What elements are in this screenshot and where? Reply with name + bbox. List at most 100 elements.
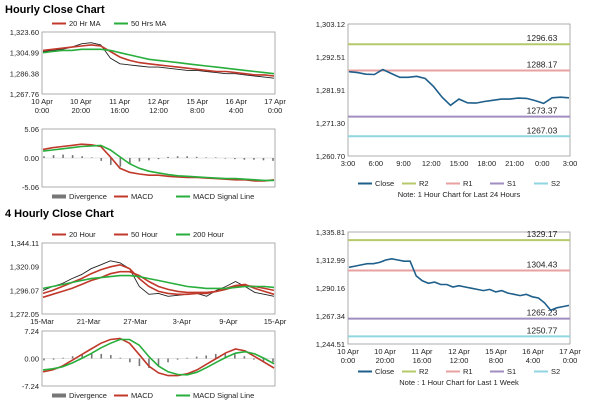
hourly-price-x-tick-label: 15 Apr 8:00: [186, 97, 208, 115]
hourly-macd-series-macd-signal-line: [42, 144, 274, 182]
hourly-levels-x-tick-label: 3:00: [563, 159, 578, 168]
hourly-price-y-tick-label: 1,323.60: [10, 28, 39, 37]
hourly-macd-divergence-bar: [205, 157, 208, 158]
four-hourly-levels-x-tick-label: 15 Apr 8:00: [485, 347, 507, 365]
four-hourly-levels-x-tick-label: 10 Apr 20:00: [374, 347, 396, 365]
four-hourly-macd-divergence-bar: [253, 358, 255, 360]
four-hourly-levels-x-tick-label: 11 Apr 16:00: [411, 347, 433, 365]
hourly-section-title: Hourly Close Chart: [5, 4, 105, 16]
hourly-price-y-tick-label: 1,267.76: [10, 90, 39, 99]
hourly-levels-x-tick-label: 0:00: [535, 159, 550, 168]
hourly-macd-divergence-bar: [100, 158, 103, 161]
four-hourly-price-x-tick-label: 9-Apr: [219, 317, 238, 326]
four-hourly-macd-divergence-bar: [186, 357, 188, 359]
four-hourly-price-frame: [41, 242, 276, 315]
four-hourly-levels-legend-label: S2: [551, 367, 560, 376]
hourly-macd-divergence-bar: [119, 158, 122, 167]
four-hourly-levels-legend-label: R1: [463, 367, 473, 376]
four-hourly-macd-divergence-bar: [224, 352, 227, 359]
hourly-macd-divergence-bar: [253, 158, 255, 160]
four-hourly-macd-divergence-bar: [195, 356, 198, 359]
hourly-levels-note: Note: 1 Hour Chart for Last 24 Hours: [398, 190, 521, 199]
hourly-macd-divergence-bar: [234, 158, 236, 160]
four-hourly-levels-level-label-r2: 1329.17: [527, 229, 558, 239]
four-hourly-levels-y-tick-label: 1,290.16: [316, 284, 345, 293]
hourly-macd-divergence-bar: [62, 154, 64, 158]
four-hourly-levels-level-label-s1: 1265.23: [527, 308, 558, 318]
hourly-price-y-tick-label: 1,286.38: [10, 69, 39, 78]
hourly-macd-legend-label: MACD Signal Line: [193, 192, 254, 201]
hourly-macd-divergence-bar: [176, 156, 179, 158]
hourly-macd-divergence-bar: [138, 158, 141, 162]
four-hourly-macd-divergence-bar: [52, 358, 55, 360]
four-hourly-levels-y-tick-label: 1,335.81: [316, 228, 345, 237]
hourly-levels-x-tick-label: 3:00: [341, 159, 356, 168]
four-hourly-macd-divergence-bar: [148, 358, 150, 368]
hourly-levels-y-tick-label: 1,281.91: [316, 86, 345, 95]
four-hourly-macd-divergence-bar: [272, 358, 274, 363]
four-hourly-levels-y-tick-label: 1,312.99: [316, 256, 345, 265]
four-hourly-levels-legend-label: R2: [419, 367, 429, 376]
four-hourly-macd-divergence-bar: [62, 357, 64, 359]
hourly-levels-level-label-s1: 1273.37: [527, 106, 558, 116]
hourly-price-x-tick-label: 11 Apr 16:00: [109, 97, 131, 115]
four-hourly-macd-divergence-bar: [71, 356, 74, 359]
hourly-macd-divergence-bar: [272, 158, 274, 161]
four-hourly-price-legend-label: 20 Hour: [69, 230, 96, 239]
hourly-macd-divergence-bar: [157, 158, 160, 160]
hourly-macd-legend-label: Divergence: [69, 192, 107, 201]
hourly-macd-y-tick-label: 0.00: [24, 154, 39, 163]
hourly-levels-x-tick-label: 6:00: [368, 159, 383, 168]
four-hourly-price-series-20-hour: [42, 263, 275, 296]
hourly-price-x-tick-label: 12 Apr 12:00: [148, 97, 170, 115]
four-hourly-levels-x-tick-label: 10 Apr 0:00: [337, 347, 359, 365]
hourly-levels-y-tick-label: 1,260.70: [316, 152, 345, 161]
four-hourly-price-y-tick-label: 1,296.07: [10, 286, 39, 295]
hourly-price-legend-label: 20 Hr MA: [69, 19, 101, 28]
four-hourly-price-x-tick-label: 3-Apr: [173, 317, 192, 326]
four-hourly-levels-x-tick-label: 12 Apr 12:00: [448, 347, 470, 365]
hourly-macd-divergence-bar: [43, 156, 45, 158]
four-hourly-macd-legend-label: MACD: [131, 391, 154, 400]
four-hourly-levels-level-label-r1: 1304.43: [527, 259, 558, 269]
hourly-macd-divergence-bar: [243, 158, 246, 160]
four-hourly-macd-divergence-bar: [214, 353, 217, 359]
hourly-price-frame: [41, 31, 276, 95]
four-hourly-macd-divergence-bar: [81, 354, 83, 359]
four-hourly-macd-divergence-bar: [176, 358, 179, 360]
four-hourly-macd-divergence-bar: [243, 356, 246, 359]
hourly-price-x-tick-label: 10 Apr 0:00: [31, 97, 53, 115]
hourly-levels-frame: [347, 23, 571, 157]
four-hourly-price-x-tick-label: 21-Mar: [77, 317, 101, 326]
four-hourly-macd-divergence-bar: [100, 353, 103, 359]
four-hourly-macd-divergence-bar: [109, 355, 112, 359]
hourly-macd-divergence-bar: [109, 158, 112, 165]
hourly-levels-y-tick-label: 1,292.51: [316, 53, 345, 62]
hourly-macd-y-tick-label: -5.06: [22, 183, 39, 192]
hourly-macd-divergence-bar: [52, 155, 55, 158]
hourly-macd-divergence-bar: [148, 158, 150, 161]
four-hourly-macd-y-tick-label: 7.24: [24, 327, 39, 336]
four-hourly-macd-divergence-bar: [119, 357, 122, 359]
hourly-levels-legend-label: R2: [419, 179, 429, 188]
four-hourly-macd-divergence-bar: [129, 358, 131, 363]
four-hourly-price-series-price: [42, 260, 275, 297]
hourly-levels-series-close: [348, 68, 570, 107]
hourly-macd-legend-label: MACD: [131, 192, 154, 201]
hourly-price-series-20-hr-ma: [42, 44, 275, 77]
four-hourly-price-y-tick-label: 1,272.05: [10, 310, 39, 319]
hourly-levels-legend-label: S1: [507, 179, 516, 188]
four-hourly-macd-divergence-bar: [43, 358, 45, 361]
four-hourly-macd-series-macd: [42, 337, 275, 377]
four-hourly-levels-legend-label: Close: [375, 367, 394, 376]
hourly-levels-legend-label: Close: [375, 179, 394, 188]
hourly-levels-y-tick-label: 1,271.30: [316, 119, 345, 128]
hourly-levels-level-label-s2: 1267.03: [527, 125, 558, 135]
four-hourly-levels-frame: [347, 231, 571, 345]
four-hourly-macd-divergence-bar: [205, 355, 208, 359]
hourly-price-series-50-hrs-ma: [42, 48, 275, 75]
four-hourly-macd-legend-label: MACD Signal Line: [193, 391, 254, 400]
four-hourly-levels-y-tick-label: 1,267.34: [316, 312, 345, 321]
four-hourly-section-title: 4 Hourly Close Chart: [5, 208, 114, 220]
